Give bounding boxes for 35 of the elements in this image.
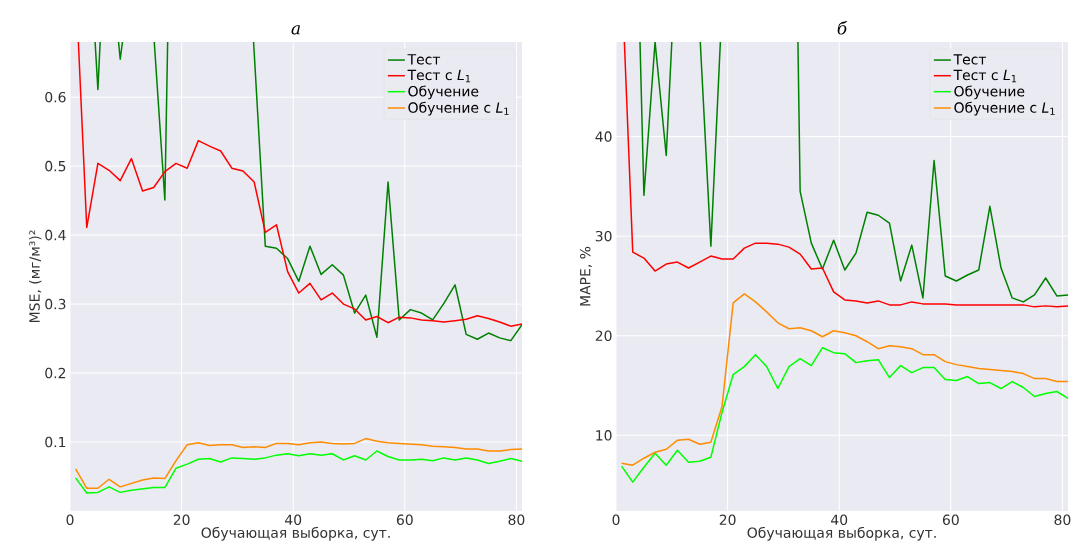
legend-label: Обучение (408, 85, 479, 100)
y-tick-label: 40 (595, 131, 612, 142)
x-tick-label: 60 (396, 514, 413, 526)
legend-label: Обучение с L$_{1}$ (954, 101, 1055, 116)
x-tick-label: 0 (612, 514, 620, 526)
legend-label: Тест (953, 54, 987, 65)
y-tick-label: 0.5 (45, 160, 66, 172)
y-tick-label: 0.4 (45, 229, 66, 241)
y-tick-label: 0.2 (45, 367, 66, 379)
y-axis-title: MSE, (мг/м³)² (29, 230, 42, 322)
legend-label: Обучение с L$_{1}$ (408, 101, 509, 116)
y-tick-label: 20 (595, 330, 612, 342)
x-tick-label: 20 (173, 514, 190, 526)
y-tick-label: 0.3 (45, 298, 66, 310)
x-tick-label: 60 (942, 514, 959, 526)
x-tick-label: 80 (508, 514, 525, 526)
x-tick-label: 80 (1054, 514, 1071, 526)
chart-title: б (837, 20, 848, 35)
line-series (620, 346, 1068, 483)
legend-label: Обучение (954, 85, 1025, 100)
y-tick-label: 10 (596, 430, 612, 441)
y-tick-label: 0.1 (45, 436, 66, 448)
x-tick-label: 40 (285, 514, 302, 526)
x-tick-label: 0 (66, 514, 74, 526)
legend-label: Тест с L$_{1}$ (953, 69, 1017, 83)
x-tick-label: 20 (719, 514, 736, 526)
chart-title: а (291, 25, 300, 35)
x-axis-title: Обучающая выборка, сут. (747, 526, 936, 541)
y-tick-label: 0.6 (45, 91, 66, 103)
legend-label: Тест с L$_{1}$ (407, 69, 471, 83)
x-axis-title: Обучающая выборка, сут. (201, 526, 390, 541)
legend-label: Тест (407, 54, 441, 65)
x-tick-label: 40 (831, 514, 848, 526)
y-tick-label: 30 (595, 230, 612, 242)
y-axis-title: MAPE, % (579, 246, 592, 306)
